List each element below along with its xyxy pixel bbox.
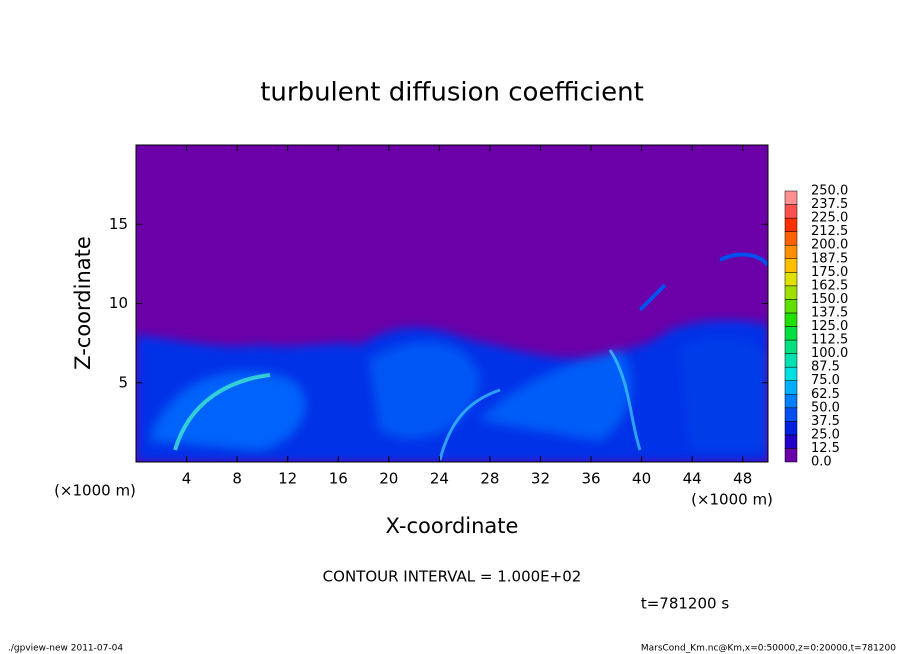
y-tick-label: 5 xyxy=(118,373,128,391)
colorbar-box xyxy=(784,204,798,219)
chart-title: turbulent diffusion coefficient xyxy=(260,78,644,108)
x-tick-label: 24 xyxy=(430,470,449,488)
colorbar-box xyxy=(784,272,798,287)
x-tick-label: 40 xyxy=(632,470,651,488)
colorbar-label: 112.5 xyxy=(811,333,848,348)
x-tick-label: 28 xyxy=(480,470,499,488)
colorbar-box xyxy=(784,190,798,205)
x-tick-label: 16 xyxy=(329,470,348,488)
x-tick-label: 36 xyxy=(581,470,600,488)
colorbar-label: 12.5 xyxy=(811,441,840,456)
colorbar-label: 237.5 xyxy=(811,197,848,212)
colorbar-box xyxy=(784,285,798,300)
colorbar-box xyxy=(784,353,798,368)
colorbar-box xyxy=(784,258,798,273)
colorbar-label: 137.5 xyxy=(811,305,848,320)
time-label: t=781200 s xyxy=(641,595,729,613)
colorbar-box xyxy=(784,231,798,246)
colorbar-box xyxy=(784,217,798,232)
field xyxy=(136,145,768,462)
contour-interval: CONTOUR INTERVAL = 1.000E+02 xyxy=(323,568,582,586)
colorbar-label: 212.5 xyxy=(811,224,848,239)
colorbar-box xyxy=(784,434,798,449)
colorbar-box xyxy=(784,339,798,354)
x-unit: (×1000 m) xyxy=(54,482,136,500)
colorbar-label: 100.0 xyxy=(811,346,848,361)
colorbar-label: 225.0 xyxy=(811,211,848,226)
x-axis-label: X-coordinate xyxy=(386,514,519,538)
colorbar-label: 62.5 xyxy=(811,387,840,402)
colorbar-label: 25.0 xyxy=(811,427,840,442)
colorbar-box xyxy=(784,407,798,422)
colorbar-box xyxy=(784,448,798,463)
x-tick-label: 48 xyxy=(733,470,752,488)
colorbar-box xyxy=(784,394,798,409)
colorbar-box xyxy=(784,366,798,381)
x-tick-label: 20 xyxy=(379,470,398,488)
x-tick-label: 32 xyxy=(531,470,550,488)
y-axis-label: Z-coordinate xyxy=(71,236,95,370)
colorbar-box xyxy=(784,326,798,341)
footer-left: ./gpview-new 2011-07-04 xyxy=(8,644,123,654)
colorbar-box xyxy=(784,312,798,327)
colorbar-label: 200.0 xyxy=(811,238,848,253)
x-unit: (×1000 m) xyxy=(691,491,773,509)
colorbar-label: 0.0 xyxy=(811,455,832,470)
colorbar-box xyxy=(784,244,798,259)
footer-right: MarsCond_Km.nc@Km,x=0:50000,z=0:20000,t=… xyxy=(641,644,896,654)
y-tick-label: 15 xyxy=(109,215,128,233)
colorbar-label: 87.5 xyxy=(811,360,840,375)
x-tick-label: 12 xyxy=(278,470,297,488)
colorbar-label: 162.5 xyxy=(811,278,848,293)
colorbar-label: 50.0 xyxy=(811,400,840,415)
colorbar-label: 175.0 xyxy=(811,265,848,280)
x-tick-label: 4 xyxy=(182,470,192,488)
x-tick-label: 44 xyxy=(683,470,702,488)
colorbar-label: 187.5 xyxy=(811,251,848,266)
x-tick-label: 8 xyxy=(232,470,242,488)
colorbar-box xyxy=(784,299,798,314)
colorbar-label: 250.0 xyxy=(811,184,848,199)
colorbar-label: 150.0 xyxy=(811,292,848,307)
colorbar-label: 125.0 xyxy=(811,319,848,334)
colorbar-box xyxy=(784,421,798,436)
colorbar-label: 37.5 xyxy=(811,414,840,429)
colorbar-box xyxy=(784,380,798,395)
y-tick-label: 10 xyxy=(109,294,128,312)
colorbar-label: 75.0 xyxy=(811,373,840,388)
